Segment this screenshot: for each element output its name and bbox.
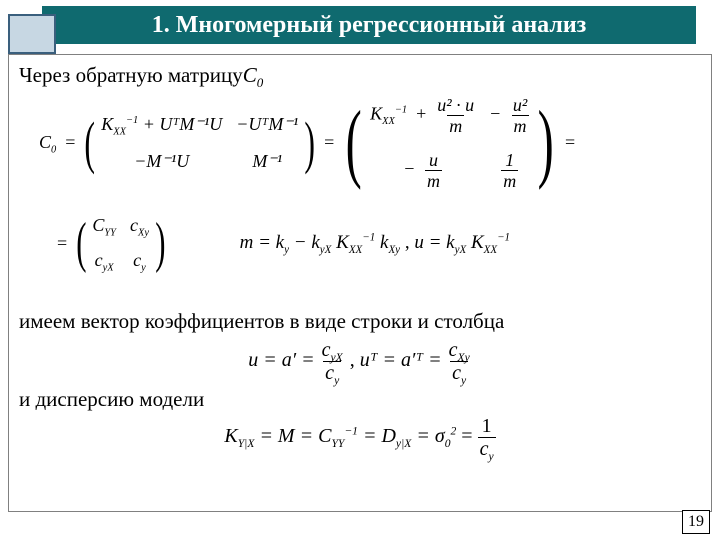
eq-c0-cont: = ( CYY cXy cyX cy ) m = ky − kyX KXX−1 … <box>19 210 701 277</box>
eq1-lhs: C0 = <box>39 132 80 154</box>
eq2-mu: m = ky − kyX KXX−1 kXy , u = kyX KXX−1 <box>240 232 510 255</box>
eq1-matrix2: ( KXX−1 + u² · um − u²m − um <box>339 90 561 196</box>
page-number: 19 <box>682 510 710 534</box>
eq1-matrix1: ( KXX−1 + UᵀM⁻¹U −UᵀM⁻¹ −M⁻¹U M⁻¹ ) <box>80 108 320 178</box>
intro-line: Через обратную матрицу C0 <box>19 63 701 88</box>
slide: 1. Многомерный регрессионный анализ Чере… <box>0 0 720 540</box>
eq-kyx: KY|X = M = CYY−1 = Dy|X = σ02 = 1 cy <box>19 416 701 459</box>
line-disp: и дисперсию модели <box>19 387 701 412</box>
title-text: 1. Многомерный регрессионный анализ <box>152 12 587 39</box>
title-bar: 1. Многомерный регрессионный анализ <box>42 6 696 44</box>
line-coeff: имеем вектор коэффициентов в виде строки… <box>19 309 701 334</box>
intro-text: Через обратную матрицу <box>19 63 243 88</box>
content-frame: Через обратную матрицу C0 C0 = ( KXX−1 +… <box>8 54 712 512</box>
eq-u: u = a′ = cyX cy , uᵀ = a′ᵀ = cXy cy <box>19 340 701 383</box>
eq2-matrix: ( CYY cXy cyX cy ) <box>72 210 170 277</box>
intro-var: C0 <box>243 63 264 88</box>
eq-c0: C0 = ( KXX−1 + UᵀM⁻¹U −UᵀM⁻¹ −M⁻¹U M⁻¹ )… <box>39 90 701 196</box>
corner-decoration <box>8 14 56 54</box>
